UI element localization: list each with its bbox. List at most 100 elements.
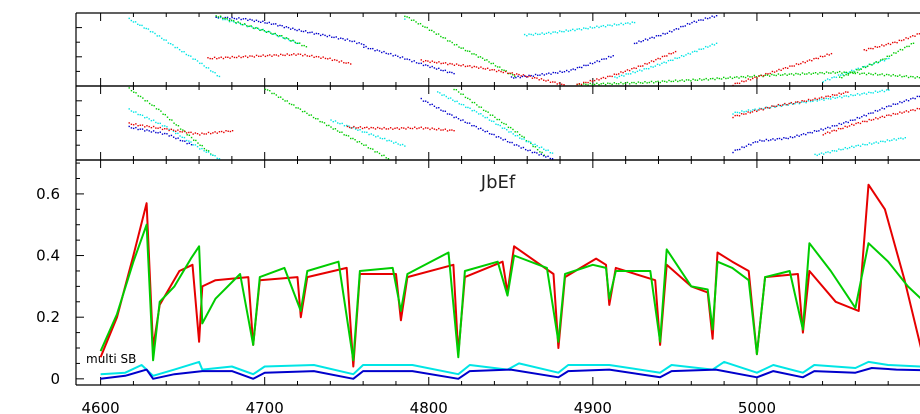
strip1-dot <box>152 31 154 33</box>
strip1-dot <box>812 72 815 75</box>
strip2-dot <box>531 151 534 154</box>
strip2-dot <box>366 126 368 128</box>
strip1-dot <box>264 55 267 58</box>
strip1-dot <box>604 77 607 80</box>
strip1-dot <box>460 65 462 67</box>
strip1-dot <box>340 60 343 62</box>
strip1-dot <box>488 61 490 63</box>
strip2-dot <box>306 112 308 115</box>
strip2-dot <box>457 91 460 93</box>
strip2-dot <box>858 117 861 119</box>
strip1-dot <box>909 36 912 38</box>
strip2-dot <box>197 142 199 144</box>
strip2-dot <box>433 128 436 130</box>
strip1-dot <box>245 17 247 20</box>
strip1-dot <box>209 70 212 72</box>
strip2-dot <box>277 96 280 99</box>
strip1-dot <box>738 77 740 79</box>
x-tick-label: 4600 <box>82 399 120 414</box>
strip1-dot <box>455 63 458 65</box>
strip1-dot <box>399 56 401 59</box>
strip2-dot <box>840 123 843 126</box>
strip1-dot <box>626 81 629 84</box>
strip2-dot <box>435 107 438 109</box>
strip2-dot <box>135 92 137 94</box>
strip2-dot <box>449 113 451 115</box>
strip2-dot <box>491 114 494 116</box>
strip2-dot <box>216 157 218 160</box>
strip2-dot <box>844 91 847 93</box>
strip1-dot <box>587 28 589 30</box>
strip1-dot <box>593 26 596 29</box>
strip1-dot <box>466 65 469 67</box>
strip1-dot-series <box>523 21 636 37</box>
strip2-dot <box>460 93 462 95</box>
strip2-dot <box>297 107 299 109</box>
strip2-dot <box>231 130 234 132</box>
strip1-dot <box>666 55 668 57</box>
strip1-dot <box>648 81 651 84</box>
strip2-dot <box>442 129 444 131</box>
strip1-dot <box>600 25 602 28</box>
strip2-dot <box>159 126 161 129</box>
strip2-dot <box>381 154 383 157</box>
strip1-dot <box>299 53 302 56</box>
strip2-dot <box>188 140 190 142</box>
strip1-dot <box>876 46 879 48</box>
strip2-dot <box>216 132 218 134</box>
strip1-dot <box>698 19 700 21</box>
strip2-dot <box>825 151 827 154</box>
strip2-dot <box>829 127 831 129</box>
strip1-dot <box>625 73 627 75</box>
strip1-dot <box>777 73 780 75</box>
strip2-dot <box>442 110 444 112</box>
strip2-dot <box>345 124 348 127</box>
strip2-dot <box>762 109 764 111</box>
strip2-dot <box>363 126 366 129</box>
strip1-dot <box>713 16 716 18</box>
strip2-dot <box>888 89 890 91</box>
strip1-dot <box>556 32 559 34</box>
strip1-dot <box>187 54 190 57</box>
strip1-dot <box>808 59 811 61</box>
strip2-dot <box>363 131 366 133</box>
strip1-dot <box>246 25 248 27</box>
strip2-dot <box>173 122 175 124</box>
strip2-dot <box>879 90 881 93</box>
strip1-dot <box>692 78 694 80</box>
strip2-dot <box>551 158 554 160</box>
strip2-dot <box>458 103 460 105</box>
strip2-dot <box>827 95 829 97</box>
strip2-dot <box>772 105 774 107</box>
strip1-dot <box>875 61 878 63</box>
strip2-dot <box>379 137 381 139</box>
strip2-dot <box>896 113 899 115</box>
strip1-dot <box>280 53 282 56</box>
strip1-dot <box>290 54 293 56</box>
strip2-dot <box>151 104 153 106</box>
strip1-dot <box>624 22 627 25</box>
strip1-dot <box>297 42 299 44</box>
strip2-dot <box>164 125 166 127</box>
strip1-dot <box>646 82 648 84</box>
strip2-dot <box>899 111 901 113</box>
strip1-dot <box>328 34 331 37</box>
strip1-dot <box>576 66 579 69</box>
strip2-dot <box>739 148 741 151</box>
strip2-dot <box>765 138 768 141</box>
strip1-dot <box>288 54 291 56</box>
strip1-dot <box>587 81 589 84</box>
strip1-dot <box>660 34 662 37</box>
strip2-dot <box>829 132 831 134</box>
strip1-dot <box>878 45 881 48</box>
strip2-dot <box>818 153 821 155</box>
strip2-dot <box>350 137 352 140</box>
strip2-dot <box>820 128 822 130</box>
strip2-dot <box>824 132 827 135</box>
strip1-dot <box>559 70 561 73</box>
strip2-dot <box>800 134 803 136</box>
strip1-dot <box>247 56 249 59</box>
strip1-dot <box>867 65 869 67</box>
strip2-dot <box>264 88 267 91</box>
strip1-dot <box>337 38 340 40</box>
